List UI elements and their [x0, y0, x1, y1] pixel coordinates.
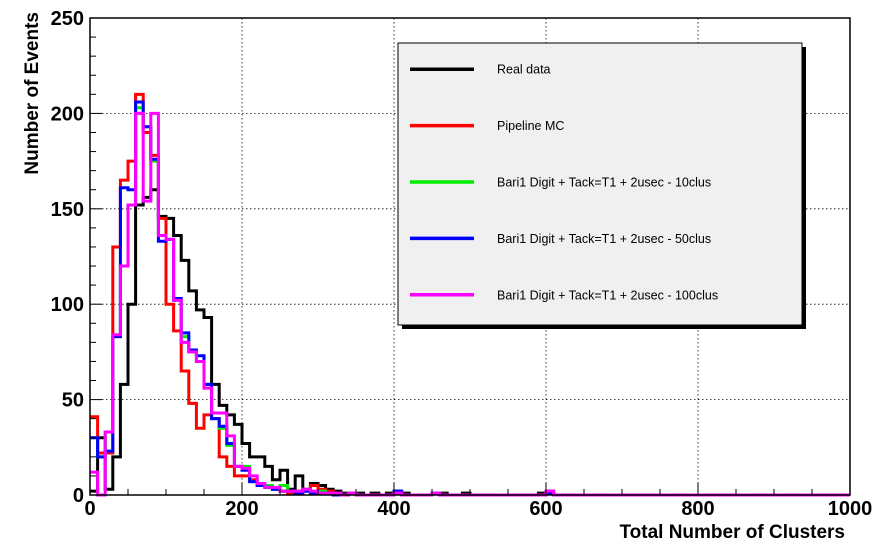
legend: Real data Pipeline MC Bari1 Digit + Tack=T…: [397, 42, 806, 329]
tick-labels: 0 200 400 600 800 1000 0 50 100 150 200 250: [51, 8, 873, 520]
x-tick-label: 800: [681, 498, 714, 520]
y-tick-label: 0: [73, 485, 84, 507]
y-tick-label: 150: [51, 199, 84, 221]
y-tick-label: 100: [51, 294, 84, 316]
legend-label-2: Pipeline MC: [497, 119, 564, 133]
legend-label-5: Bari1 Digit + Tack=T1 + 2usec - 100clus: [497, 288, 718, 302]
y-tick-label: 250: [51, 8, 84, 30]
legend-label-1: Real data: [497, 63, 551, 77]
x-tick-label: 400: [377, 498, 410, 520]
x-tick-label: 200: [225, 498, 258, 520]
y-tick-label: 200: [51, 103, 84, 125]
legend-box: [397, 42, 803, 326]
legend-label-4: Bari1 Digit + Tack=T1 + 2usec - 50clus: [497, 232, 711, 246]
x-tick-label: 1000: [828, 498, 873, 520]
y-axis-title: Number of Events: [22, 12, 43, 175]
x-tick-label: 0: [84, 498, 95, 520]
legend-label-3: Bari1 Digit + Tack=T1 + 2usec - 10clus: [497, 176, 711, 190]
x-tick-label: 600: [529, 498, 562, 520]
y-tick-label: 50: [62, 390, 84, 412]
axis-frame: [89, 17, 851, 496]
x-axis-title: Total Number of Clusters: [619, 522, 845, 543]
